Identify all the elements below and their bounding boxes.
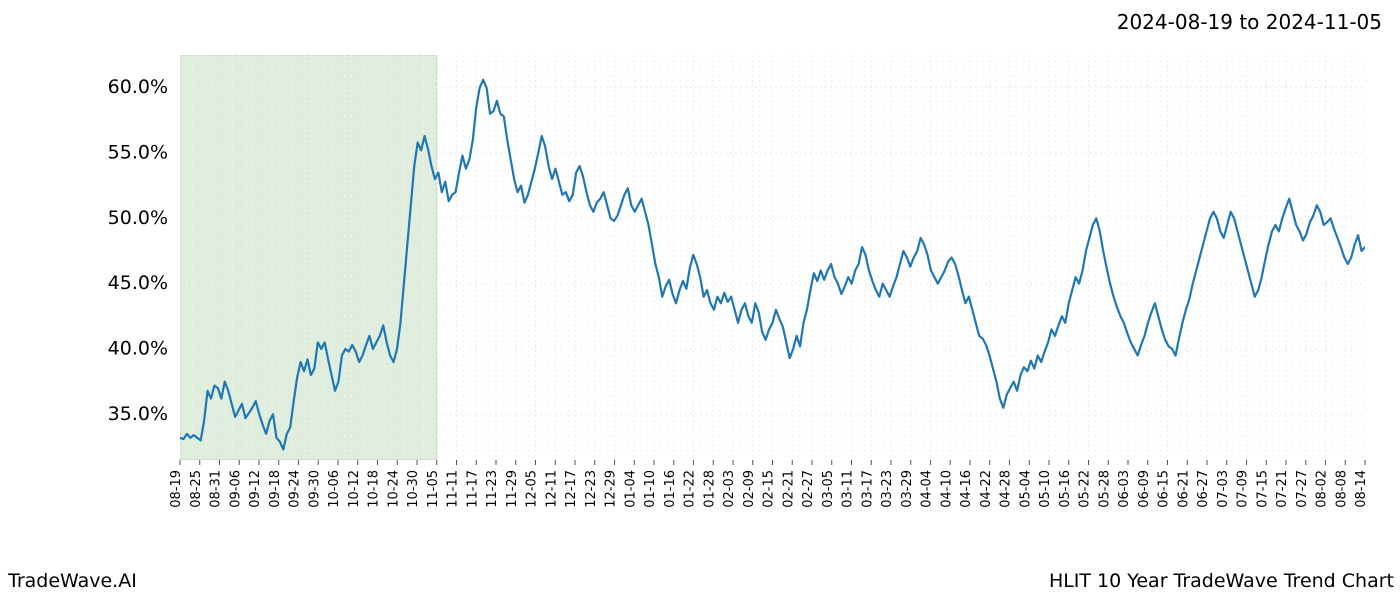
x-tick-label: 05-22 (1078, 470, 1093, 508)
x-tick-label: 07-03 (1216, 470, 1231, 508)
x-tick-label: 03-05 (821, 470, 836, 508)
y-tick-label: 35.0% (108, 403, 168, 425)
x-tick-label: 04-10 (939, 470, 954, 508)
x-tick-label: 05-04 (1018, 470, 1033, 508)
x-tick-label: 11-11 (446, 470, 461, 508)
chart-title: HLIT 10 Year TradeWave Trend Chart (1049, 570, 1394, 592)
x-tick-label: 06-21 (1176, 470, 1191, 508)
x-tick-label: 08-14 (1354, 470, 1369, 508)
x-tick-label: 10-30 (406, 470, 421, 508)
x-tick-label: 02-21 (781, 470, 796, 508)
x-tick-label: 08-08 (1334, 470, 1349, 508)
brand-label: TradeWave.AI (8, 570, 137, 592)
x-tick-label: 12-23 (584, 470, 599, 508)
x-tick-label: 01-10 (643, 470, 658, 508)
x-tick-label: 10-06 (327, 470, 342, 508)
x-tick-label: 01-28 (702, 470, 717, 508)
x-tick-label: 11-23 (485, 470, 500, 508)
y-tick-label: 45.0% (108, 272, 168, 294)
x-tick-label: 08-02 (1315, 470, 1330, 508)
x-tick-label: 08-31 (209, 470, 224, 508)
x-tick-label: 09-12 (248, 470, 263, 508)
x-tick-label: 01-16 (663, 470, 678, 508)
x-tick-label: 04-04 (920, 470, 935, 508)
x-tick-label: 05-10 (1038, 470, 1053, 508)
x-tick-label: 01-22 (683, 470, 698, 508)
x-tick-label: 06-15 (1157, 470, 1172, 508)
x-tick-label: 06-27 (1196, 470, 1211, 508)
x-tick-label: 12-11 (544, 470, 559, 508)
x-tick-label: 09-24 (288, 470, 303, 508)
x-tick-label: 07-21 (1275, 470, 1290, 508)
x-tick-label: 03-17 (860, 470, 875, 508)
x-tick-label: 12-05 (525, 470, 540, 508)
x-tick-label: 06-03 (1117, 470, 1132, 508)
x-tick-label: 05-16 (1058, 470, 1073, 508)
plot-area (180, 55, 1365, 460)
x-tick-label: 02-27 (801, 470, 816, 508)
y-tick-label: 50.0% (108, 207, 168, 229)
x-tick-label: 11-17 (465, 470, 480, 508)
x-tick-label: 10-24 (386, 470, 401, 508)
x-tick-label: 12-29 (604, 470, 619, 508)
x-tick-label: 10-18 (367, 470, 382, 508)
x-tick-label: 11-05 (426, 470, 441, 508)
x-tick-label: 08-19 (169, 470, 184, 508)
x-tick-label: 07-15 (1255, 470, 1270, 508)
x-tick-label: 07-09 (1236, 470, 1251, 508)
x-tick-label: 04-22 (979, 470, 994, 508)
x-tick-label: 03-11 (841, 470, 856, 508)
y-tick-label: 55.0% (108, 141, 168, 163)
date-range-label: 2024-08-19 to 2024-11-05 (1117, 10, 1382, 34)
x-tick-label: 09-06 (228, 470, 243, 508)
x-tick-label: 09-30 (307, 470, 322, 508)
x-tick-label: 04-28 (999, 470, 1014, 508)
x-tick-label: 11-29 (505, 470, 520, 508)
chart-container: 2024-08-19 to 2024-11-05 35.0% 40.0% 45.0%… (0, 0, 1400, 600)
x-tick-label: 10-12 (347, 470, 362, 508)
x-tick-label: 07-27 (1295, 470, 1310, 508)
x-tick-label: 03-23 (880, 470, 895, 508)
y-tick-label: 40.0% (108, 337, 168, 359)
x-tick-label: 05-28 (1097, 470, 1112, 508)
x-tick-label: 03-29 (900, 470, 915, 508)
x-tick-label: 02-03 (722, 470, 737, 508)
x-tick-label: 12-17 (564, 470, 579, 508)
x-tick-label: 01-04 (623, 470, 638, 508)
x-tick-label: 06-09 (1137, 470, 1152, 508)
x-tick-label: 02-15 (762, 470, 777, 508)
y-tick-label: 60.0% (108, 76, 168, 98)
x-tick-label: 02-09 (742, 470, 757, 508)
x-tick-label: 04-16 (959, 470, 974, 508)
x-tick-label: 08-25 (189, 470, 204, 508)
x-tick-label: 09-18 (268, 470, 283, 508)
